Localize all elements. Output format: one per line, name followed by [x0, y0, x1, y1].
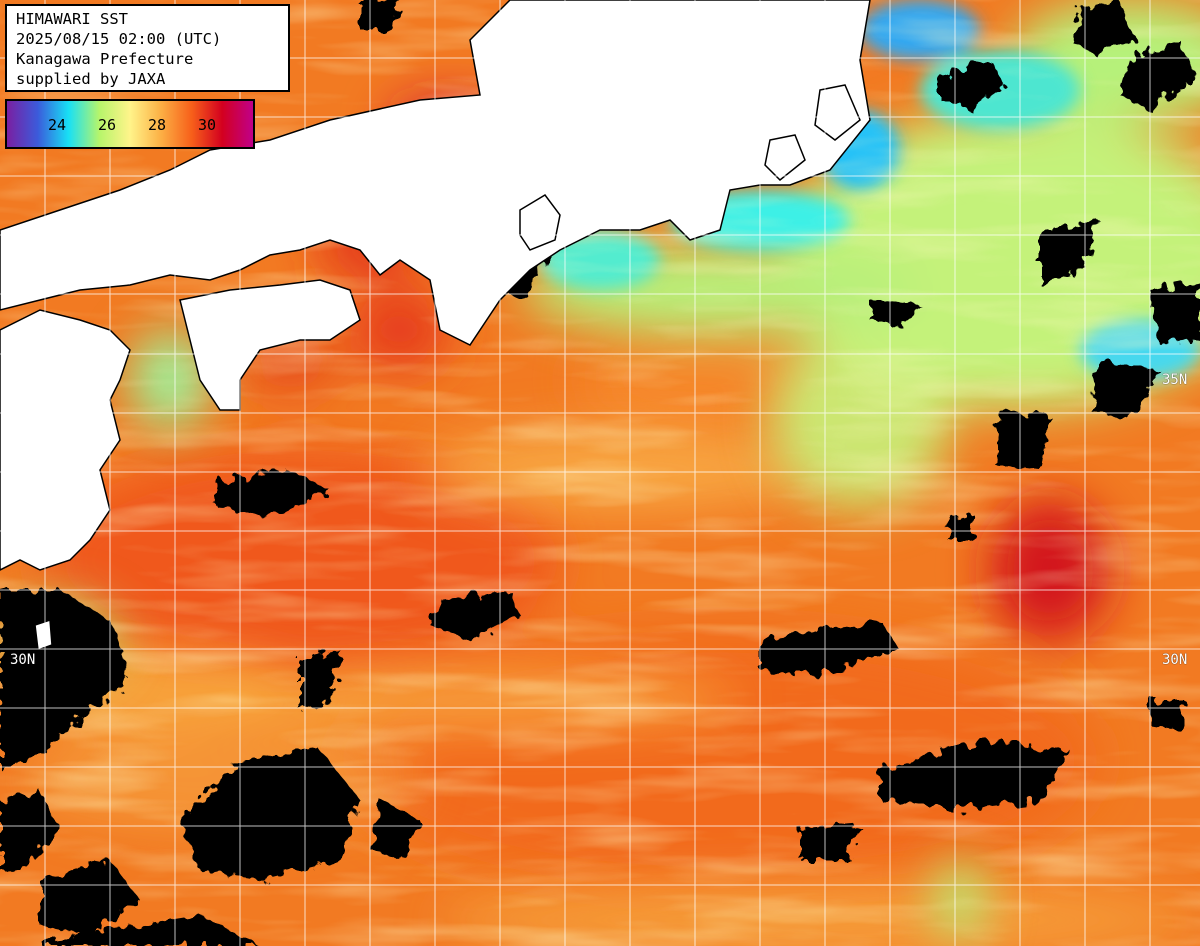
- temperature-color-scale: 24 26 28 30: [5, 99, 255, 149]
- latitude-label-right: 30N: [1162, 652, 1188, 668]
- legend-tick-30: 30: [197, 116, 217, 134]
- legend-tick-28: 28: [147, 116, 167, 134]
- product-title: HIMAWARI SST: [16, 10, 128, 28]
- izu-peninsula: [764, 134, 806, 182]
- latitude-label-upper-right: 35N: [1162, 372, 1188, 388]
- legend-tick-24: 24: [47, 116, 67, 134]
- data-credit: supplied by JAXA: [16, 70, 166, 88]
- legend-tick-26: 26: [97, 116, 117, 134]
- latitude-label-left: 30N: [10, 652, 36, 668]
- map-title-box: HIMAWARI SST 2025/08/15 02:00 (UTC) Kana…: [5, 4, 290, 92]
- observation-time: 2025/08/15 02:00 (UTC): [16, 30, 222, 48]
- boso-peninsula: [814, 84, 861, 141]
- tanegashima-island: [34, 618, 53, 652]
- publisher: Kanagawa Prefecture: [16, 50, 194, 68]
- shikoku-land: [179, 279, 361, 411]
